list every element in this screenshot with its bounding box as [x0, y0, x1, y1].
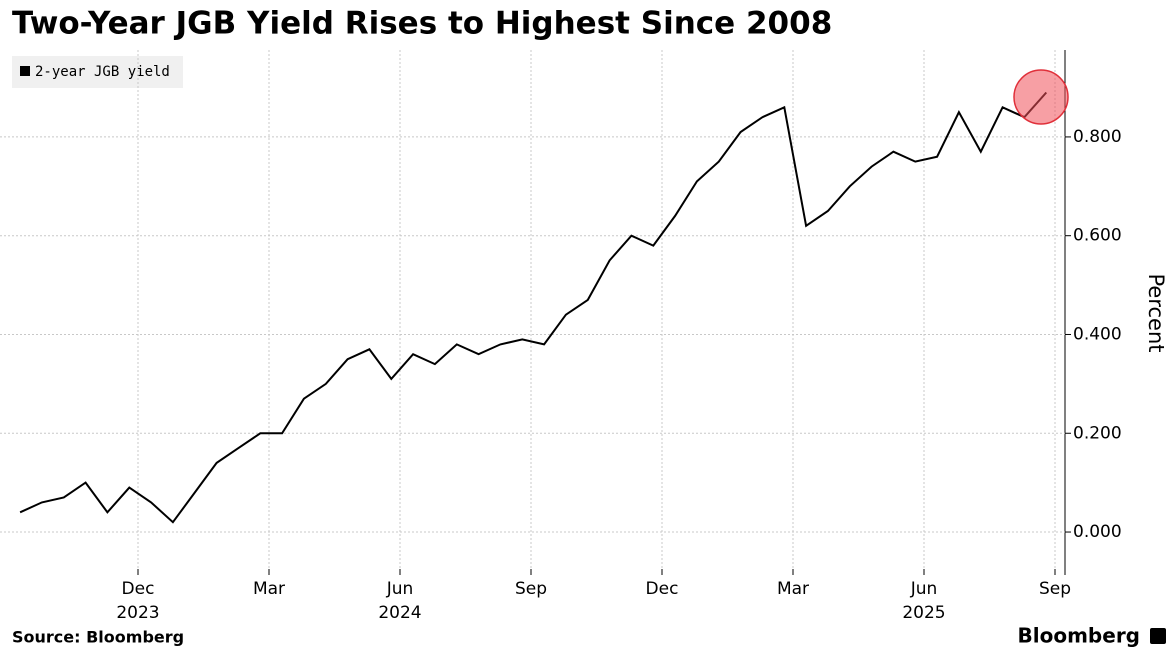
brand-icon [1150, 628, 1166, 644]
legend-label: 2-year JGB yield [35, 64, 170, 80]
chart-title: Two-Year JGB Yield Rises to Highest Sinc… [12, 6, 832, 42]
y-tick-label: 0.600 [1073, 226, 1122, 246]
y-tick-label: 0.000 [1073, 522, 1122, 542]
y-tick-label: 0.400 [1073, 324, 1122, 344]
x-tick-label: Dec [122, 579, 155, 599]
x-tick-label: Jun [386, 579, 414, 599]
legend-swatch [20, 66, 30, 76]
legend-box [12, 56, 183, 88]
x-tick-label: Mar [777, 579, 809, 599]
x-tick-label: Dec [646, 579, 679, 599]
brand: Bloomberg [1018, 624, 1140, 648]
source: Source: Bloomberg [12, 628, 184, 647]
x-year-label: 2023 [116, 603, 159, 623]
series-line [19, 91, 1048, 524]
x-year-label: 2024 [378, 603, 421, 623]
x-year-label: 2025 [902, 603, 945, 623]
y-tick-label: 0.200 [1073, 423, 1122, 443]
x-tick-label: Sep [1039, 579, 1071, 599]
y-tick-label: 0.800 [1073, 127, 1122, 147]
x-tick-label: Jun [910, 579, 938, 599]
y-axis-title: Percent [1144, 273, 1168, 352]
highlight-circle [1013, 69, 1069, 125]
x-tick-label: Sep [515, 579, 547, 599]
x-tick-label: Mar [253, 579, 285, 599]
